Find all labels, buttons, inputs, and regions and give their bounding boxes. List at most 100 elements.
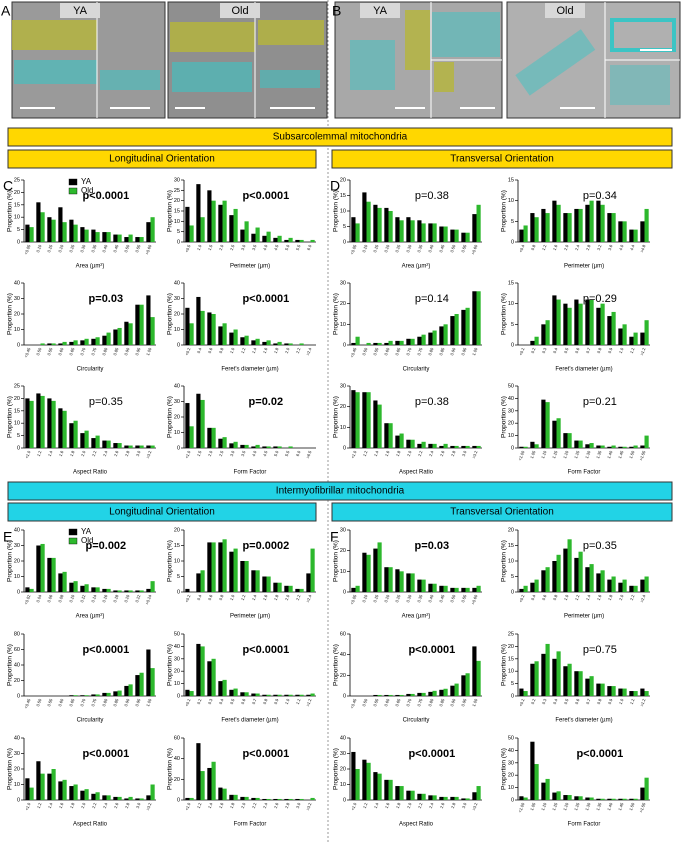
bar — [476, 585, 481, 592]
bar — [585, 204, 590, 242]
y-tick-label: 20 — [174, 414, 180, 420]
bar — [443, 226, 448, 242]
bar — [600, 303, 605, 345]
x-tick-label: 0.3 — [207, 697, 214, 705]
y-tick-label: 15 — [14, 202, 20, 208]
bar — [355, 223, 360, 242]
y-axis-label: Proportion (%) — [501, 190, 508, 232]
bar — [622, 446, 627, 448]
x-tick-label: >1.55 — [638, 449, 646, 461]
x-tick-label: 0.95 — [134, 697, 142, 707]
bar — [530, 582, 535, 592]
bar — [596, 683, 601, 696]
p-value: p=0.14 — [415, 293, 449, 305]
bar — [589, 443, 594, 448]
y-tick-label: 20 — [14, 311, 20, 317]
y-axis-label: Proportion (%) — [501, 293, 508, 335]
bar — [150, 784, 155, 800]
p-value: p<0.0001 — [242, 293, 289, 305]
bar — [417, 336, 422, 345]
x-tick-label: 1.5 — [207, 243, 214, 251]
bar — [574, 440, 579, 448]
x-tick-label: 0.75 — [416, 697, 424, 707]
bar — [596, 307, 601, 345]
bar — [229, 215, 234, 242]
x-tick-label: 0.50 — [123, 243, 131, 253]
y-tick-label: 0 — [17, 589, 20, 595]
x-tick-label: 0.50 — [449, 593, 457, 603]
bar — [450, 796, 455, 800]
x-tick-label: 0.50 — [449, 243, 457, 253]
bar — [530, 663, 535, 696]
x-tick-label: 1.2 — [36, 801, 43, 809]
bar — [306, 694, 311, 696]
subheader: Longitudinal Orientation — [109, 154, 215, 165]
bar — [523, 446, 528, 448]
x-axis-label: Form Factor — [568, 470, 601, 476]
bar — [541, 570, 546, 592]
bar — [299, 343, 304, 345]
bar — [200, 570, 205, 592]
bar — [124, 321, 129, 345]
bar — [277, 694, 282, 696]
x-tick-label: >1.55 — [638, 801, 646, 813]
y-tick-label: 30 — [340, 280, 346, 286]
bar — [351, 751, 356, 800]
bar — [373, 342, 378, 345]
y-tick-label: 0 — [511, 342, 514, 348]
bar — [240, 444, 245, 448]
x-tick-label: 0.9 — [607, 697, 614, 705]
y-tick-label: 0 — [17, 342, 20, 348]
bar — [563, 213, 568, 242]
bar — [189, 323, 194, 345]
bar — [589, 676, 594, 696]
x-tick-label: 1.50 — [628, 801, 636, 811]
bar — [124, 685, 129, 696]
y-tick-label: 40 — [14, 662, 20, 668]
x-tick-label: >0.24 — [144, 593, 152, 605]
bar — [600, 798, 605, 800]
y-axis-label: Proportion (%) — [7, 293, 14, 335]
bar — [288, 237, 293, 242]
image-label-bg — [220, 3, 260, 18]
bar — [556, 299, 561, 345]
y-tick-label: 5 — [511, 322, 514, 328]
bar — [218, 681, 223, 696]
bar — [73, 340, 78, 345]
x-tick-label: 0.50 — [35, 697, 43, 707]
y-axis-label: Proportion (%) — [333, 644, 340, 686]
x-tick-label: 0.35 — [90, 243, 98, 253]
bar — [128, 590, 133, 592]
x-axis-label: Area (µm²) — [76, 614, 105, 620]
x-tick-label: 0.5 — [563, 346, 570, 354]
bar — [299, 588, 304, 592]
bar — [351, 587, 356, 592]
bar — [600, 204, 605, 242]
x-tick-label: 3.0 — [240, 243, 247, 251]
x-tick-label: 1.2 — [362, 449, 369, 457]
y-tick-label: 10 — [508, 433, 514, 439]
x-tick-label: <0.1 — [518, 346, 526, 356]
x-axis-label: Circularity — [77, 718, 104, 724]
x-tick-label: 1.4 — [207, 801, 214, 809]
bar — [62, 779, 67, 800]
bar — [80, 585, 85, 592]
bar — [91, 338, 96, 345]
bar — [596, 798, 601, 800]
section-header-bg — [7, 127, 673, 147]
bar — [640, 787, 645, 800]
x-tick-label: <0.1 — [518, 697, 526, 707]
x-tick-label: 0.60 — [57, 346, 65, 356]
x-tick-label: 1.8 — [69, 449, 76, 457]
bar — [410, 790, 415, 800]
bar — [117, 327, 122, 345]
y-tick-label: 20 — [14, 678, 20, 684]
x-tick-label: >2.4 — [305, 346, 313, 356]
x-tick-label: 1.0 — [618, 697, 625, 705]
y-axis-label: Proportion (%) — [333, 396, 340, 438]
bar — [73, 581, 78, 592]
x-tick-label: 2.4 — [262, 801, 269, 809]
bar — [299, 239, 304, 242]
x-tick-label: 2.0 — [284, 346, 291, 354]
y-axis-label: Proportion (%) — [501, 748, 508, 790]
